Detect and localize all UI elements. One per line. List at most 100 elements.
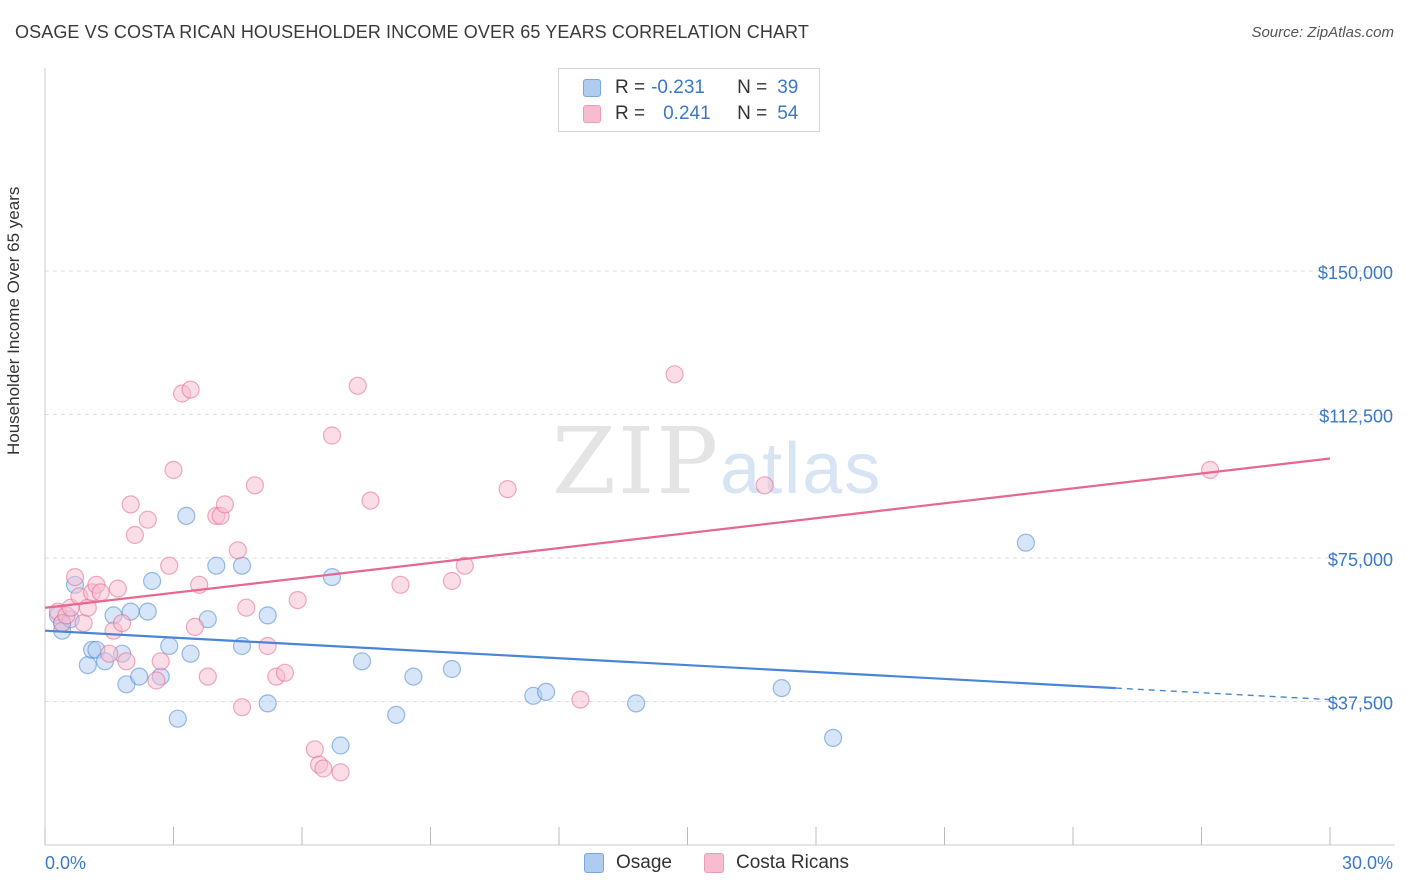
osage-point bbox=[352, 652, 372, 671]
axes bbox=[44, 68, 1395, 846]
costa-ricans-point bbox=[361, 491, 380, 510]
y-tick-label: $37,500 bbox=[1328, 694, 1393, 714]
costa-ricans-point bbox=[245, 476, 264, 495]
legend-row-costa-ricans: R = 0.241 N = 54 bbox=[583, 102, 798, 126]
watermark-zip: ZIP bbox=[552, 408, 721, 515]
costa-ricans-point bbox=[100, 644, 119, 663]
osage-point bbox=[1016, 533, 1036, 552]
osage-point bbox=[143, 571, 162, 591]
osage-point bbox=[78, 655, 97, 675]
x-tick-label: 0.0% bbox=[45, 853, 86, 873]
costa-ricans-point bbox=[215, 495, 234, 514]
costa-ricans-point bbox=[237, 598, 256, 617]
osage-swatch bbox=[584, 853, 604, 873]
costa-ricans-point bbox=[322, 426, 342, 445]
legend-n-value: 54 bbox=[777, 103, 799, 124]
costa-ricans-point bbox=[755, 476, 774, 495]
costa-ricans-point bbox=[288, 590, 307, 610]
legend-n-label: N = bbox=[737, 103, 768, 124]
x-tick-label: 30.0% bbox=[1342, 853, 1393, 873]
costa-ricans-point bbox=[91, 583, 110, 602]
costa-ricans-point bbox=[258, 636, 277, 656]
costa-ricans-point bbox=[125, 525, 144, 545]
legend-row-osage: R = -0.231 N = 39 bbox=[583, 76, 798, 100]
legend-r-value: -0.231 bbox=[651, 77, 705, 98]
osage-point bbox=[138, 602, 157, 621]
legend-label-costa-ricans: Costa Ricans bbox=[735, 852, 849, 873]
costa-ricans-point bbox=[498, 480, 517, 499]
costa-ricans-point bbox=[138, 510, 157, 529]
costa-ricans-point bbox=[665, 365, 684, 384]
legend-n-value: 39 bbox=[777, 77, 799, 98]
source-credit: Source: ZipAtlas.com bbox=[1251, 24, 1394, 41]
osage-point bbox=[168, 709, 187, 728]
osage-point bbox=[772, 678, 791, 698]
costa-ricans-point bbox=[571, 690, 590, 709]
costa-ricans-point bbox=[121, 495, 140, 514]
osage-trend-extension bbox=[1115, 687, 1331, 701]
data-points bbox=[48, 365, 1220, 782]
costa-ricans-point bbox=[147, 671, 166, 690]
correlation-legend: R = -0.231 N = 39 R = 0.241 N = 54 bbox=[558, 68, 820, 132]
osage-point bbox=[331, 736, 350, 755]
trend-lines bbox=[44, 457, 1331, 701]
costa-ricans-point bbox=[275, 663, 294, 682]
costa-ricans-point bbox=[198, 667, 217, 686]
osage-point bbox=[232, 556, 252, 575]
osage-trend-line bbox=[44, 629, 1116, 690]
y-tick-label: $75,000 bbox=[1328, 550, 1393, 570]
costa-ricans-point bbox=[455, 556, 474, 575]
costa-ricans-point bbox=[314, 759, 333, 778]
costa-ricans-point bbox=[185, 617, 204, 637]
costa-ricans-point bbox=[305, 740, 324, 759]
watermark-atlas: atlas bbox=[720, 429, 883, 509]
osage-point bbox=[626, 694, 646, 713]
costa-ricans-point bbox=[391, 575, 410, 594]
costa-ricans-point bbox=[160, 556, 179, 575]
osage-point bbox=[823, 728, 843, 748]
osage-point bbox=[387, 705, 406, 725]
watermark: ZIPatlas bbox=[552, 408, 882, 515]
osage-point bbox=[322, 567, 342, 587]
costa-ricans-point bbox=[442, 571, 461, 591]
osage-point bbox=[177, 506, 196, 526]
legend-r-label: R = bbox=[615, 103, 646, 124]
costa-ricans-point bbox=[151, 652, 170, 671]
costa-ricans-point bbox=[181, 380, 200, 399]
tick-labels: $37,500 $75,000 $112,500 $150,000 0.0% 30.0% bbox=[45, 263, 1393, 873]
costa-ricans-point bbox=[164, 460, 183, 480]
y-tick-label: $112,500 bbox=[1319, 407, 1393, 427]
osage-point bbox=[442, 659, 461, 679]
osage-point bbox=[404, 667, 423, 686]
costa-ricans-point bbox=[112, 613, 132, 633]
osage-point bbox=[181, 644, 200, 663]
osage-point bbox=[536, 682, 556, 702]
costa-ricans-point bbox=[65, 567, 85, 587]
legend-n-label: N = bbox=[737, 77, 768, 98]
osage-point bbox=[160, 636, 179, 656]
costa-ricans-point bbox=[117, 652, 136, 671]
costa-ricans-point bbox=[331, 763, 350, 782]
osage-point bbox=[130, 667, 149, 686]
costa-ricans-swatch bbox=[703, 853, 724, 873]
costa-ricans-point bbox=[74, 613, 93, 633]
costa-ricans-swatch bbox=[583, 105, 601, 123]
costa-ricans-point bbox=[348, 376, 367, 395]
y-tick-label: $150,000 bbox=[1318, 263, 1393, 283]
legend-label-osage: Osage bbox=[616, 852, 672, 873]
costa-ricans-point bbox=[1200, 460, 1220, 480]
costa-ricans-point bbox=[232, 698, 252, 717]
series-legend: Osage Costa Ricans bbox=[584, 852, 881, 874]
osage-swatch bbox=[583, 79, 601, 97]
osage-point bbox=[258, 694, 277, 713]
chart-title: OSAGE VS COSTA RICAN HOUSEHOLDER INCOME … bbox=[15, 22, 809, 42]
legend-item-osage: Osage bbox=[584, 852, 672, 874]
legend-item-costa-ricans: Costa Ricans bbox=[703, 852, 849, 874]
costa-ricans-point bbox=[108, 579, 127, 598]
costa-ricans-point bbox=[228, 541, 247, 560]
osage-point bbox=[258, 606, 277, 625]
legend-r-value: 0.241 bbox=[663, 103, 711, 124]
legend-r-label: R = bbox=[615, 77, 646, 98]
osage-point bbox=[207, 556, 226, 575]
